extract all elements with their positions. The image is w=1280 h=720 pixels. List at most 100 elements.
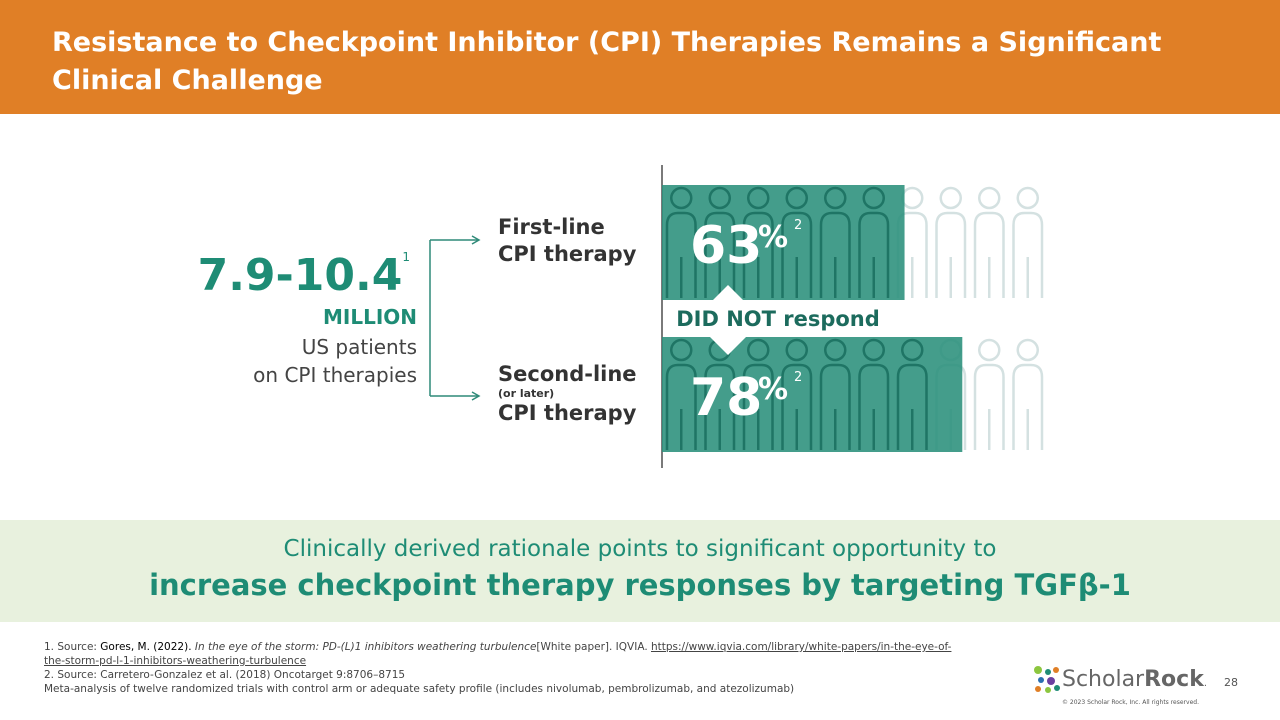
banner: Clinically derived rationale points to s… [0,520,1280,622]
body [973,211,1005,298]
page-number: 28 [1224,676,1238,689]
logo-text: ScholarRock. [1062,667,1207,692]
head [708,186,731,210]
banner-line: increase checkpoint therapy responses by… [149,568,1131,602]
body [704,211,736,298]
footnotes: 1. Source: Gores, M. (2022). In the eye … [44,640,964,696]
person-icon [1012,186,1044,298]
work-title: In the eye of the storm: PD-(L)1 inhibit… [194,641,537,653]
unit: MILLION [322,305,417,329]
row-label: Second-line (or later) CPI therapy [498,361,637,427]
footnote: Meta-analysis of twelve randomized trial… [44,683,795,695]
body [819,211,851,298]
person-icon [665,186,697,298]
logo-light: Scholar [1062,666,1145,692]
head [862,186,885,210]
body [1012,211,1044,298]
body [665,211,697,298]
body [781,211,813,298]
caption-bg [682,306,874,332]
person-icon [781,338,813,450]
copyright: © 2023 Scholar Rock, Inc. All rights res… [1062,699,1199,706]
head [1016,186,1039,210]
person-icon [973,338,1005,450]
head [939,186,962,210]
footnote: 1. Source: Gores, M. (2022). In the eye … [44,640,964,668]
person-icon [819,186,851,298]
person-icon [819,338,851,450]
head [747,186,770,210]
body [858,211,890,298]
value: 78 [690,368,762,428]
title: Resistance to Checkpoint Inhibitor (CPI)… [52,27,1162,96]
footnote-ref: 2 [794,218,802,233]
head [785,186,808,210]
head [978,338,1001,362]
body [665,363,697,450]
banner-line: Clinically derived rationale points to s… [283,536,997,562]
head [978,186,1001,210]
body [742,211,774,298]
head [824,338,847,362]
text: 1. Source: [44,641,101,653]
author: Gores, M. (2022). [100,641,195,653]
description-line: on CPI therapies [253,363,417,387]
body [973,363,1005,450]
label-line: (or later) [498,387,555,400]
description-line: US patients [301,335,417,359]
person-icon [935,186,967,298]
patient-range: 7.9-10.41 [198,250,410,301]
footnote-ref: 1 [402,250,410,264]
footnote-ref: 2 [794,370,802,385]
person-icon [742,338,774,450]
person-icon [742,186,774,298]
link[interactable]: https://www.iqvia.com/library/white-pape… [44,641,952,667]
body [819,363,851,450]
head [824,186,847,210]
person-icon [665,338,697,450]
body [742,363,774,450]
body [1012,363,1044,450]
head [670,338,693,362]
head [901,338,924,362]
person-icon [858,338,890,450]
head [747,338,770,362]
body [858,363,890,450]
unit: % [758,372,788,407]
unit: % [758,220,788,255]
range: 7.9-10.4 [197,250,403,301]
person-icon [781,186,813,298]
body [704,363,736,450]
label-line: CPI therapy [498,401,637,425]
pictogram: 63% 2 78% 2 DID NOT respond [429,165,1044,468]
label-line: First-line [498,215,605,239]
person-icon [858,186,890,298]
body [896,363,928,450]
row-label: First-line CPI therapy [498,214,636,268]
label-line: CPI therapy [498,242,637,266]
body [935,211,967,298]
logo-icon [1034,666,1060,693]
logo: ScholarRock. [1032,664,1207,694]
head [901,186,924,210]
person-icon [896,338,928,450]
label-line: Second-line [498,362,637,386]
description: US patients on CPI therapies [253,333,417,389]
footnote: 2. Source: Carretero-Gonzalez et al. (20… [44,669,406,681]
caption: DID NOT respond [676,307,880,331]
text: [White paper]. IQVIA. [536,641,651,653]
value: 63 [690,216,762,276]
head [862,338,885,362]
head [670,186,693,210]
bracket [429,235,481,401]
person-icon [973,186,1005,298]
header: Resistance to Checkpoint Inhibitor (CPI)… [0,0,1280,114]
head [785,338,808,362]
logo-bold: Rock [1144,666,1204,692]
body [781,363,813,450]
logo-mark: . [1203,677,1208,689]
person-icon [704,186,736,298]
person-icon [1012,338,1044,450]
head [1016,338,1039,362]
